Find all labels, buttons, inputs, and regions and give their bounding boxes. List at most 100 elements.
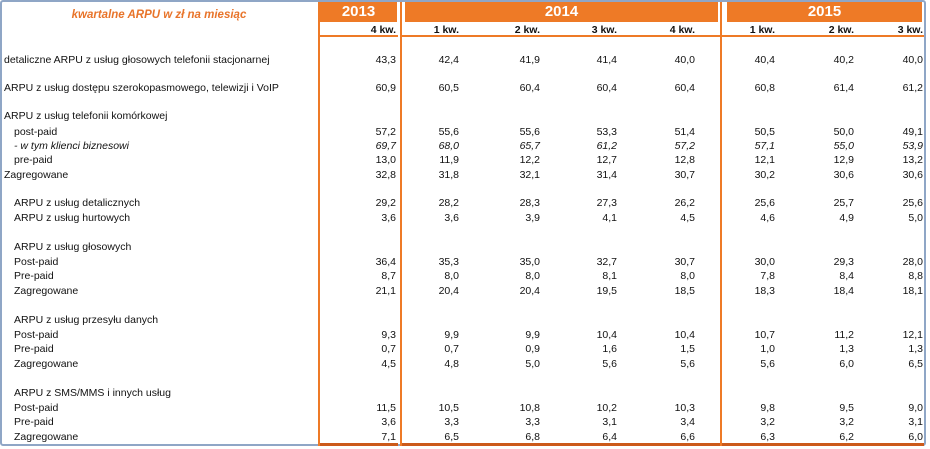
row-value: 3,6	[444, 212, 459, 224]
row-label: Post-paid	[14, 402, 59, 414]
row-value: 42,4	[438, 54, 459, 66]
row-label: Pre-paid	[14, 270, 54, 282]
row-label: ARPU z usług dostępu szerokopasmowego, t…	[4, 82, 279, 94]
row-value: 1,3	[839, 343, 854, 355]
row-value: 4,5	[381, 358, 396, 370]
row-value: 12,9	[833, 154, 854, 166]
row-value: 5,0	[908, 212, 923, 224]
row-value: 20,4	[519, 285, 540, 297]
row-value: 3,1	[602, 416, 617, 428]
row-value: 8,0	[525, 270, 540, 282]
row-value: 30,6	[902, 169, 923, 181]
table-row: Post-paid 36,4 35,3 35,0 32,7 30,7 30,0 29,3 28,…	[0, 255, 926, 269]
table-row: detaliczne ARPU z usług głosowych telefo…	[0, 53, 926, 67]
row-label: pre-paid	[14, 154, 53, 166]
row-value: 61,4	[833, 82, 854, 94]
row-value: 20,4	[438, 285, 459, 297]
row-value: 53,9	[902, 140, 923, 152]
row-value: 30,7	[674, 169, 695, 181]
row-value: 3,2	[839, 416, 854, 428]
row-value: 0,7	[444, 343, 459, 355]
row-value: 25,7	[833, 197, 854, 209]
row-value: 11,9	[439, 154, 459, 166]
row-value: 3,3	[525, 416, 540, 428]
row-value: 18,5	[674, 285, 695, 297]
table-row: post-paid 57,2 55,6 55,6 53,3 51,4 50,5 50,0 49,…	[0, 125, 926, 139]
row-value: 49,1	[902, 126, 923, 138]
row-value: 40,0	[674, 54, 695, 66]
row-value: 6,4	[602, 431, 617, 443]
row-value: 60,5	[438, 82, 459, 94]
row-value: 1,5	[680, 343, 695, 355]
row-value: 57,2	[674, 140, 695, 152]
row-value: 30,7	[674, 256, 695, 268]
row-value: 3,4	[680, 416, 695, 428]
row-value: 51,4	[674, 126, 695, 138]
table-row: ARPU z usług detalicznych 29,2 28,2 28,3 27,…	[0, 196, 926, 210]
row-value: 10,3	[674, 402, 695, 414]
row-value: 9,0	[908, 402, 923, 414]
table-row: Zagregowane 4,5 4,8 5,0 5,6 5,6 5,6 6,0 6,5	[0, 357, 926, 371]
row-value: 57,2	[375, 126, 396, 138]
row-value: 12,8	[674, 154, 695, 166]
table-row: Zagregowane 7,1 6,5 6,8 6,4 6,6 6,3 6,2 6,0	[0, 430, 926, 444]
row-value: 35,3	[438, 256, 459, 268]
row-value: 8,1	[602, 270, 617, 282]
row-value: 5,6	[602, 358, 617, 370]
column-divider	[318, 2, 320, 446]
quarter-header: 1 kw.	[433, 24, 459, 36]
row-value: 6,3	[760, 431, 775, 443]
row-value: 10,5	[438, 402, 459, 414]
row-value: 25,6	[754, 197, 775, 209]
row-value: 6,6	[680, 431, 695, 443]
row-value: 1,6	[602, 343, 617, 355]
row-value: 55,6	[519, 126, 540, 138]
row-value: 5,6	[760, 358, 775, 370]
row-value: 3,2	[760, 416, 775, 428]
quarter-header: 4 kw.	[370, 24, 396, 36]
year-header-2014: 2014	[405, 2, 718, 22]
row-value: 7,1	[381, 431, 396, 443]
row-value: 31,8	[438, 169, 459, 181]
row-value: 31,4	[596, 169, 617, 181]
row-value: 41,9	[519, 54, 540, 66]
row-value: 10,2	[596, 402, 617, 414]
row-label: post-paid	[14, 126, 58, 138]
quarter-header: 3 kw.	[591, 24, 617, 36]
row-value: 6,8	[525, 431, 540, 443]
row-value: 57,1	[754, 140, 775, 152]
row-value: 18,1	[902, 285, 923, 297]
year-header-2015: 2015	[727, 2, 922, 22]
row-value: 4,5	[680, 212, 695, 224]
table-row: ARPU z usług przesyłu danych	[0, 313, 926, 327]
row-value: 3,9	[525, 212, 540, 224]
row-value: 10,7	[754, 329, 775, 341]
row-value: 60,4	[674, 82, 695, 94]
row-value: 50,0	[833, 126, 854, 138]
row-value: 13,2	[902, 154, 923, 166]
row-value: 43,3	[375, 54, 396, 66]
row-label: Pre-paid	[14, 416, 54, 428]
row-value: 8,8	[908, 270, 923, 282]
row-value: 4,9	[839, 212, 854, 224]
row-value: 9,9	[444, 329, 459, 341]
quarter-header: 1 kw.	[749, 24, 775, 36]
table-row: Zagregowane 32,8 31,8 32,1 31,4 30,7 30,2 30,6 3…	[0, 168, 926, 182]
row-value: 9,3	[381, 329, 396, 341]
row-value: 27,3	[596, 197, 617, 209]
quarter-header: 3 kw.	[897, 24, 923, 36]
row-value: 3,3	[444, 416, 459, 428]
table-row: ARPU z usług hurtowych 3,6 3,6 3,9 4,1 4,5 4,6…	[0, 211, 926, 225]
table-row: ARPU z SMS/MMS i innych usług	[0, 386, 926, 400]
row-value: 65,7	[519, 140, 540, 152]
row-value: 3,6	[381, 416, 396, 428]
row-value: 19,5	[596, 285, 617, 297]
table-row: Post-paid 9,3 9,9 9,9 10,4 10,4 10,7 11,2 12,1	[0, 328, 926, 342]
row-value: 60,4	[519, 82, 540, 94]
row-value: 11,5	[376, 402, 396, 414]
row-value: 32,8	[375, 169, 396, 181]
row-value: 55,6	[438, 126, 459, 138]
row-value: 30,2	[754, 169, 775, 181]
row-value: 6,0	[908, 431, 923, 443]
row-value: 68,0	[438, 140, 459, 152]
